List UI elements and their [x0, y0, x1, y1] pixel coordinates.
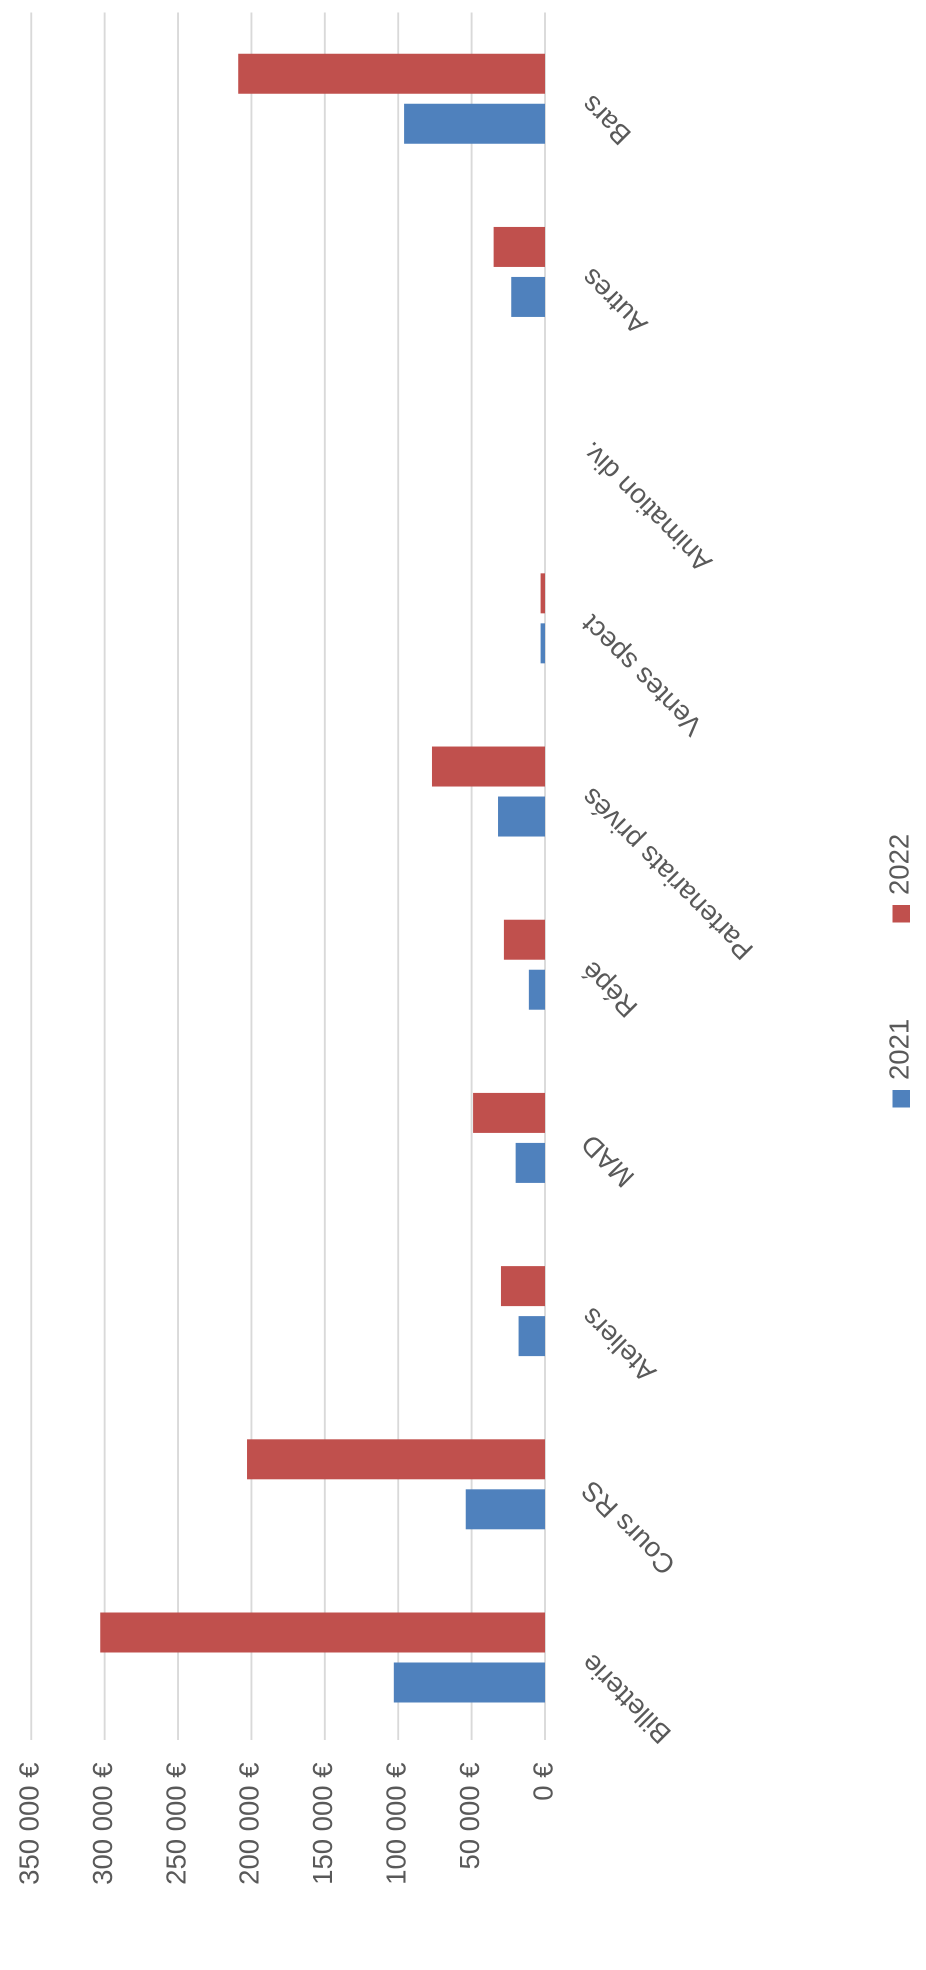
legend-label: 2022 [884, 834, 915, 895]
x-tick-label: Ventes spect [575, 609, 709, 743]
bar [393, 1662, 545, 1703]
bar [500, 1266, 545, 1307]
bar [540, 573, 545, 614]
bar [518, 1316, 545, 1357]
x-tick-label: MAD [575, 1129, 640, 1194]
bar [498, 796, 545, 837]
bar [247, 1439, 545, 1480]
bar [100, 1612, 545, 1653]
bar [515, 1142, 545, 1183]
bar [431, 746, 545, 787]
y-tick-label: 200 000 € [234, 1763, 265, 1885]
y-tick-label: 0 € [527, 1763, 558, 1801]
y-tick-label: 100 000 € [380, 1763, 411, 1885]
plot: 0 € 50 000 € 100 000 € 150 000 € 200 000 € 25… [14, 12, 915, 1885]
bar [473, 1092, 545, 1133]
legend-swatch [892, 1090, 910, 1108]
x-tick-label: Cours RS [575, 1475, 681, 1581]
bar [540, 623, 545, 664]
bar [503, 919, 545, 960]
y-tick-label: 50 000 € [454, 1763, 485, 1870]
bar [238, 53, 546, 94]
y-tick-label: 250 000 € [160, 1763, 191, 1885]
y-tick-label: 350 000 € [14, 1763, 45, 1885]
x-tick-label: Autres [575, 263, 653, 341]
x-tick-label: Billetterie [575, 1648, 677, 1750]
legend-swatch [892, 905, 910, 923]
x-tick-label: Répé [575, 955, 643, 1023]
x-tick-label: Partenariats privés [575, 782, 759, 966]
legend-label: 2021 [884, 1019, 915, 1080]
x-tick-label: Bars [575, 89, 637, 151]
bar [511, 276, 545, 317]
bar [528, 969, 545, 1010]
x-tick-label: Animation div. [575, 436, 718, 579]
bar [465, 1489, 545, 1530]
x-tick-label: Ateliers [575, 1302, 662, 1389]
bar [493, 226, 545, 267]
bar [404, 103, 545, 144]
y-tick-label: 300 000 € [87, 1763, 118, 1885]
y-tick-label: 150 000 € [307, 1763, 338, 1885]
